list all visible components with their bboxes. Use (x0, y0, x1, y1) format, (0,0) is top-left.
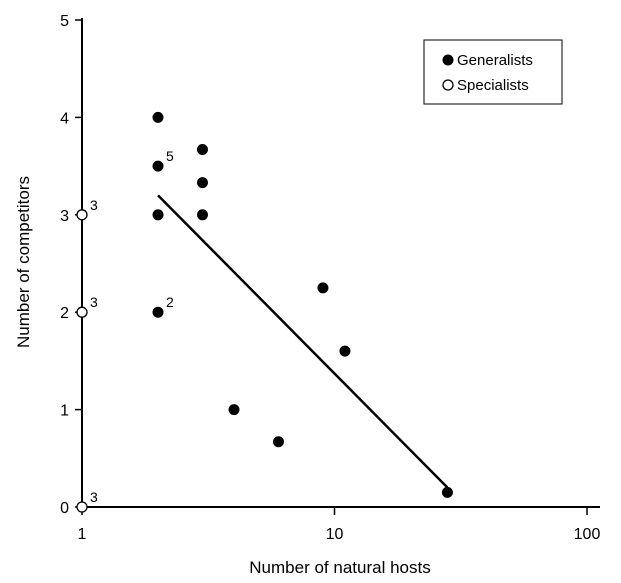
point-annotation: 2 (166, 294, 174, 310)
generalist-point (152, 160, 164, 172)
x-tick-label: 100 (574, 526, 601, 543)
generalist-point (441, 486, 453, 498)
generalist-point (152, 209, 164, 221)
y-tick-label: 2 (60, 305, 69, 322)
x-tick-label: 1 (78, 526, 87, 543)
y-tick-label: 5 (60, 13, 69, 30)
generalist-point (196, 209, 208, 221)
point-annotation: 3 (90, 197, 98, 213)
annotations-group: 5 2 3 3 3 (90, 148, 174, 505)
generalist-point (272, 436, 284, 448)
points-group (76, 111, 453, 513)
point-annotation: 3 (90, 294, 98, 310)
y-axis-title: Number of competitors (14, 176, 33, 348)
generalist-point (317, 282, 329, 294)
axes (81, 18, 600, 508)
generalist-point (228, 404, 240, 416)
legend-marker-specialists (442, 79, 454, 91)
trendline (157, 194, 449, 489)
y-tick-label: 1 (60, 403, 69, 420)
legend-label-generalists: Generalists (457, 52, 533, 69)
legend-box (423, 39, 563, 105)
generalist-point (196, 144, 208, 156)
generalist-point (196, 177, 208, 189)
specialist-point (76, 501, 88, 513)
x-tick-label: 10 (326, 526, 344, 543)
specialist-point (76, 306, 88, 318)
point-annotation: 3 (90, 489, 98, 505)
specialist-point (76, 209, 88, 221)
y-tick-label: 3 (60, 208, 69, 225)
generalist-point (152, 111, 164, 123)
generalist-point (339, 345, 351, 357)
legend-marker-generalists (442, 54, 454, 66)
generalist-point (152, 306, 164, 318)
y-tick-label: 4 (60, 110, 69, 127)
point-annotation: 5 (166, 148, 174, 164)
legend: Generalists Specialists (423, 39, 563, 105)
trendline-group (157, 194, 449, 489)
y-tick-label: 0 (60, 500, 69, 517)
legend-label-specialists: Specialists (457, 77, 529, 94)
x-axis-title: Number of natural hosts (249, 558, 430, 577)
